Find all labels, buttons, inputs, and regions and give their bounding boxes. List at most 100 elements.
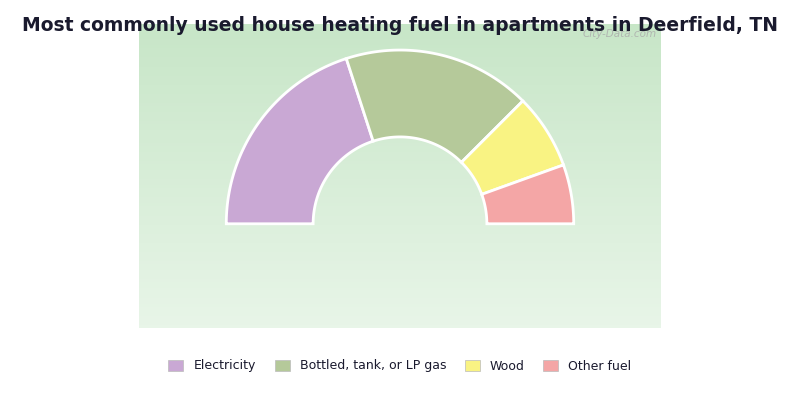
Bar: [139, 149, 661, 152]
Bar: [139, 24, 661, 27]
Bar: [139, 301, 661, 304]
Bar: [139, 127, 661, 130]
Bar: [139, 322, 661, 325]
Bar: [139, 279, 661, 282]
Polygon shape: [462, 101, 563, 194]
Bar: [139, 210, 661, 212]
Bar: [139, 112, 661, 115]
Bar: [139, 146, 661, 149]
Bar: [139, 94, 661, 97]
Bar: [139, 155, 661, 158]
Bar: [139, 307, 661, 310]
Bar: [139, 91, 661, 94]
Bar: [139, 288, 661, 292]
Bar: [139, 130, 661, 134]
Bar: [139, 85, 661, 88]
Bar: [139, 298, 661, 301]
Bar: [139, 70, 661, 73]
Bar: [139, 170, 661, 173]
Bar: [139, 255, 661, 258]
Bar: [139, 48, 661, 51]
Bar: [139, 97, 661, 100]
Bar: [139, 142, 661, 146]
Legend: Electricity, Bottled, tank, or LP gas, Wood, Other fuel: Electricity, Bottled, tank, or LP gas, W…: [165, 356, 635, 376]
Bar: [139, 54, 661, 58]
Bar: [139, 252, 661, 255]
Bar: [139, 188, 661, 191]
Bar: [139, 100, 661, 103]
Bar: [139, 179, 661, 182]
Bar: [139, 249, 661, 252]
Bar: [139, 212, 661, 216]
Bar: [139, 121, 661, 124]
Bar: [139, 261, 661, 264]
Bar: [139, 240, 661, 243]
Bar: [139, 173, 661, 176]
Bar: [139, 36, 661, 39]
Bar: [139, 203, 661, 206]
Bar: [139, 136, 661, 140]
Bar: [139, 39, 661, 42]
Bar: [139, 66, 661, 70]
Bar: [139, 270, 661, 273]
Bar: [139, 234, 661, 237]
Bar: [139, 27, 661, 30]
Bar: [139, 30, 661, 33]
Bar: [139, 225, 661, 228]
Bar: [139, 200, 661, 203]
Bar: [139, 310, 661, 313]
Bar: [139, 152, 661, 155]
Bar: [139, 158, 661, 161]
Bar: [139, 103, 661, 106]
Polygon shape: [226, 58, 373, 224]
Bar: [139, 88, 661, 91]
Bar: [139, 167, 661, 170]
Bar: [139, 237, 661, 240]
Bar: [139, 267, 661, 270]
Bar: [139, 282, 661, 286]
Bar: [139, 51, 661, 54]
Bar: [139, 140, 661, 142]
Polygon shape: [482, 165, 574, 224]
Bar: [139, 243, 661, 246]
Bar: [139, 182, 661, 185]
Bar: [139, 60, 661, 64]
Bar: [139, 218, 661, 222]
Bar: [139, 292, 661, 294]
Bar: [139, 228, 661, 231]
Bar: [139, 231, 661, 234]
Bar: [139, 79, 661, 82]
Bar: [139, 319, 661, 322]
Bar: [139, 164, 661, 167]
Bar: [139, 45, 661, 48]
Bar: [139, 197, 661, 200]
Bar: [139, 64, 661, 66]
Bar: [139, 185, 661, 188]
Polygon shape: [346, 50, 523, 162]
Bar: [139, 325, 661, 328]
Bar: [139, 216, 661, 218]
Bar: [139, 313, 661, 316]
Bar: [139, 273, 661, 276]
Bar: [139, 124, 661, 127]
Bar: [139, 276, 661, 279]
Text: City-Data.com: City-Data.com: [583, 29, 657, 39]
Bar: [139, 286, 661, 288]
Bar: [139, 161, 661, 164]
Bar: [139, 304, 661, 307]
Bar: [139, 33, 661, 36]
Bar: [139, 73, 661, 76]
Bar: [139, 222, 661, 225]
Bar: [139, 206, 661, 210]
Bar: [139, 316, 661, 319]
Bar: [139, 294, 661, 298]
Bar: [139, 191, 661, 194]
Bar: [139, 118, 661, 121]
Bar: [139, 109, 661, 112]
Bar: [139, 82, 661, 85]
Bar: [139, 258, 661, 261]
Text: Most commonly used house heating fuel in apartments in Deerfield, TN: Most commonly used house heating fuel in…: [22, 16, 778, 35]
Bar: [139, 176, 661, 179]
Bar: [139, 134, 661, 136]
Bar: [139, 106, 661, 109]
